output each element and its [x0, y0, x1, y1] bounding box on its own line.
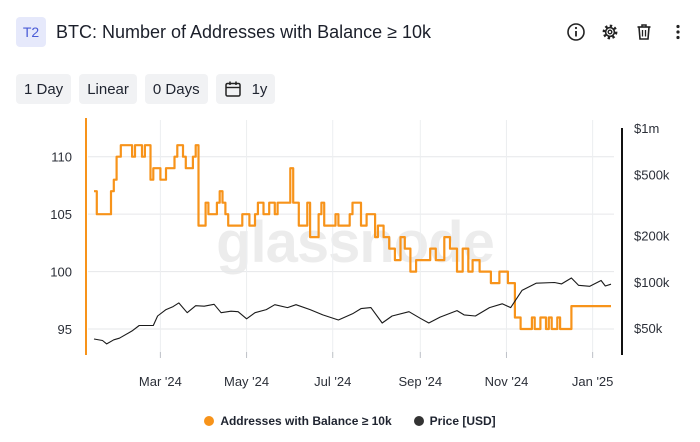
calendar-icon [224, 80, 242, 98]
resolution-button[interactable]: 1 Day [16, 74, 72, 104]
price-series-line [93, 277, 612, 345]
chart-toolbar: 1 Day Linear 0 Days 1y [16, 74, 276, 104]
left-tick-label: 95 [58, 322, 72, 337]
x-tick-label: Mar '24 [139, 374, 182, 389]
trash-icon[interactable] [634, 22, 654, 42]
left-tick-label: 105 [50, 207, 72, 222]
moving-average-button[interactable]: 0 Days [144, 74, 208, 104]
chart-plot[interactable]: glassnode 95 100 105 110 $50k $100k $200k $500… [0, 110, 700, 406]
legend-label-addresses: Addresses with Balance ≥ 10k [220, 414, 392, 428]
range-label: 1y [251, 80, 268, 98]
scale-button[interactable]: Linear [79, 74, 137, 104]
x-tick-label: Jul '24 [314, 374, 351, 389]
addresses-series-line [94, 144, 611, 331]
x-tick-label: Jan '25 [572, 374, 614, 389]
right-tick-label: $500k [634, 167, 670, 182]
chart-id-badge: T2 [16, 17, 46, 47]
left-tick-label: 110 [51, 150, 72, 165]
right-tick-label: $100k [634, 275, 670, 290]
right-tick-label: $50k [634, 321, 663, 336]
chart-header: T2 BTC: Number of Addresses with Balance… [16, 16, 688, 48]
right-tick-label: $200k [634, 229, 670, 244]
header-actions [566, 22, 688, 42]
x-tick-label: Sep '24 [398, 374, 442, 389]
legend-swatch-price [413, 416, 424, 426]
right-tick-label: $1m [634, 121, 659, 136]
info-icon[interactable] [566, 22, 586, 42]
x-axis: Mar '24 May '24 Jul '24 Sep '24 Nov '24 Jan '… [139, 352, 613, 389]
series-layer [93, 144, 612, 345]
x-tick-label: Nov '24 [485, 374, 529, 389]
legend-item-price[interactable]: Price [USD] [413, 414, 496, 428]
left-tick-label: 100 [50, 265, 72, 280]
more-icon[interactable] [668, 22, 688, 42]
x-tick-label: May '24 [224, 374, 269, 389]
gear-icon[interactable] [600, 22, 620, 42]
legend: Addresses with Balance ≥ 10k Price [USD] [0, 414, 700, 428]
chart-title: BTC: Number of Addresses with Balance ≥ … [56, 21, 432, 42]
legend-label-price: Price [USD] [429, 414, 496, 428]
right-axis: $50k $100k $200k $500k $1m [621, 121, 670, 355]
legend-swatch-addresses [204, 416, 215, 426]
watermark: glassnode [216, 210, 494, 275]
left-axis: 95 100 105 110 [50, 118, 87, 355]
legend-item-addresses[interactable]: Addresses with Balance ≥ 10k [204, 414, 392, 428]
range-button[interactable]: 1y [215, 74, 276, 104]
